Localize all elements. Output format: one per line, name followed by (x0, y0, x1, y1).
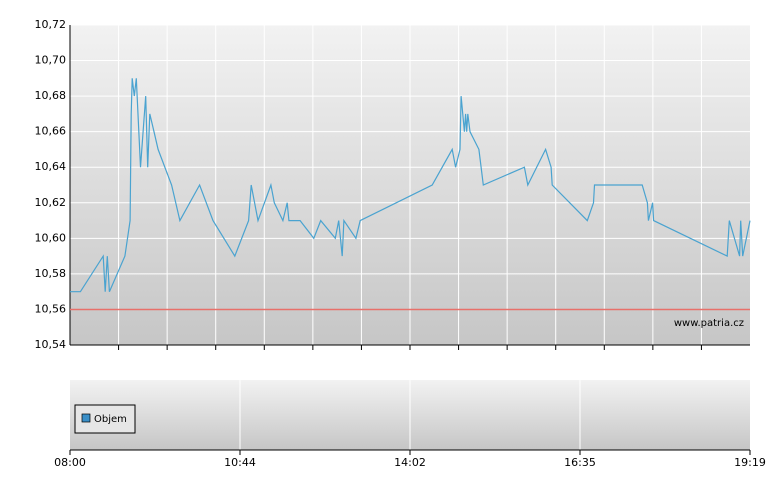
x-tick-label: 19:19 (734, 456, 766, 469)
y-tick-label: 10,68 (35, 89, 67, 102)
y-tick-label: 10,58 (35, 267, 67, 280)
x-tick-label: 14:02 (394, 456, 426, 469)
x-tick-label: 08:00 (54, 456, 86, 469)
y-tick-label: 10,64 (35, 160, 67, 173)
price-line (70, 78, 751, 293)
y-tick-label: 10,70 (35, 54, 67, 67)
legend-swatch (81, 413, 91, 423)
x-tick-label: 16:35 (564, 456, 596, 469)
legend-label: Objem (94, 414, 127, 425)
y-tick-label: 10,56 (35, 302, 67, 315)
y-tick-label: 10,60 (35, 231, 67, 244)
y-tick-label: 10,62 (35, 196, 67, 209)
watermark: www.patria.cz (674, 318, 744, 329)
y-tick-label: 10,66 (35, 125, 67, 138)
y-tick-label: 10,54 (35, 338, 67, 351)
y-tick-label: 10,72 (35, 18, 67, 31)
x-tick-label: 10:44 (224, 456, 256, 469)
